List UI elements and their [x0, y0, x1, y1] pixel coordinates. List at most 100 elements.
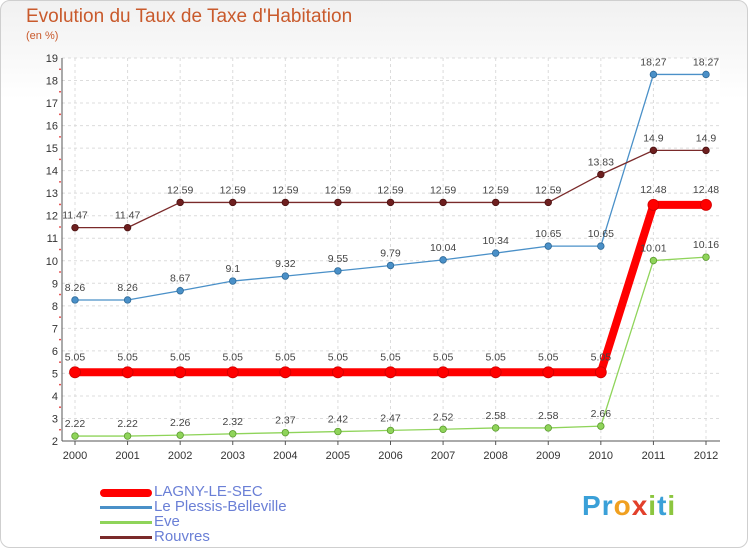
data-label: 2.42 — [328, 414, 349, 426]
data-label: 10.01 — [640, 243, 666, 255]
data-point — [121, 366, 134, 379]
data-point — [281, 198, 290, 207]
data-label: 5.05 — [433, 351, 454, 363]
data-point — [489, 366, 502, 379]
y-tick-label: 2 — [52, 436, 58, 448]
data-label: 2.37 — [275, 415, 296, 427]
logo-letter: x — [631, 490, 649, 521]
y-minor-tick — [59, 113, 61, 116]
data-point — [334, 427, 342, 436]
data-point — [69, 366, 81, 379]
legend-label-plessis: Le Plessis-Belleville — [154, 498, 287, 515]
legend-label-rouvres: Rouvres — [154, 528, 210, 545]
data-label: 2.66 — [591, 408, 612, 420]
x-tick-label: 2008 — [483, 450, 507, 462]
data-label: 2.22 — [65, 418, 86, 430]
data-label: 5.05 — [275, 351, 296, 363]
data-point — [229, 198, 237, 207]
y-tick-label: 16 — [46, 121, 58, 133]
y-minor-tick — [59, 248, 61, 251]
data-label: 9.79 — [380, 247, 401, 259]
legend-swatch-lagny — [100, 489, 152, 497]
data-point — [386, 261, 395, 270]
y-minor-tick — [59, 316, 61, 318]
data-point — [597, 242, 605, 250]
data-point — [439, 198, 447, 207]
y-minor-tick — [59, 203, 61, 206]
data-point — [176, 198, 184, 207]
data-label: 11.47 — [115, 210, 141, 222]
data-point — [176, 287, 184, 295]
y-tick-label: 18 — [46, 76, 58, 88]
data-label: 13.83 — [588, 156, 614, 168]
data-label: 8.26 — [117, 282, 138, 294]
data-label: 12.59 — [430, 184, 456, 196]
data-point — [384, 366, 397, 379]
y-minor-tick — [59, 158, 61, 161]
y-minor-tick — [59, 181, 61, 183]
x-tick-label: 2010 — [589, 450, 613, 462]
data-label: 2.58 — [485, 410, 506, 422]
data-label: 12.59 — [167, 184, 193, 196]
data-label: 9.32 — [275, 258, 296, 270]
data-point — [334, 267, 342, 275]
y-tick-label: 10 — [46, 256, 58, 268]
legend: LAGNY-LE-SEC Le Plessis-Belleville Eve R… — [100, 483, 400, 545]
data-point — [229, 277, 237, 285]
y-tick-label: 11 — [47, 233, 58, 245]
data-label: 10.65 — [588, 228, 614, 240]
data-label: 12.48 — [640, 184, 666, 196]
y-minor-tick — [59, 428, 61, 431]
x-tick-label: 2009 — [536, 450, 560, 462]
data-label: 2.26 — [170, 417, 191, 429]
y-tick-label: 8 — [52, 301, 58, 313]
data-point — [174, 366, 187, 379]
data-label: 5.05 — [117, 351, 138, 363]
data-point — [334, 198, 342, 207]
y-tick-label: 3 — [52, 413, 58, 425]
data-point — [229, 430, 237, 438]
data-label: 5.05 — [591, 351, 612, 363]
chart-unit-label: (en %) — [26, 30, 59, 42]
y-tick-label: 5 — [52, 368, 58, 380]
data-point — [123, 223, 132, 232]
data-label: 5.05 — [223, 351, 244, 363]
y-tick-label: 15 — [46, 143, 58, 155]
data-point — [226, 366, 239, 379]
x-tick-label: 2007 — [431, 450, 455, 462]
data-point — [491, 198, 500, 207]
data-point — [647, 198, 660, 211]
data-point — [649, 146, 658, 155]
data-label: 9.1 — [225, 263, 240, 275]
data-point — [71, 223, 79, 232]
data-label: 5.05 — [538, 351, 559, 363]
data-label: 12.59 — [325, 184, 351, 196]
y-tick-label: 6 — [52, 346, 58, 358]
y-minor-tick — [59, 383, 61, 386]
data-label: 12.59 — [272, 184, 298, 196]
data-point — [281, 428, 290, 437]
logo-letter: i — [648, 490, 658, 521]
data-point — [439, 425, 447, 433]
chart-title: Evolution du Taux de Taxe d'Habitation — [26, 6, 353, 27]
data-point — [649, 70, 658, 79]
legend-swatch-plessis — [100, 506, 152, 509]
data-point — [386, 198, 395, 207]
legend-item-lagny: LAGNY-LE-SEC — [100, 483, 400, 500]
data-point — [279, 366, 292, 379]
y-tick-label: 12 — [46, 211, 58, 223]
logo-letter: o — [613, 490, 632, 521]
data-label: 2.47 — [380, 412, 401, 424]
data-point — [281, 272, 290, 280]
data-label: 10.16 — [693, 239, 719, 251]
data-label: 5.05 — [380, 351, 401, 363]
data-point — [544, 424, 552, 432]
data-label: 2.52 — [433, 411, 454, 423]
data-point — [176, 431, 184, 439]
data-label: 12.59 — [535, 184, 561, 196]
y-minor-tick — [59, 226, 61, 228]
data-point — [702, 253, 710, 261]
data-label: 2.22 — [117, 418, 138, 430]
data-label: 10.65 — [535, 228, 561, 240]
